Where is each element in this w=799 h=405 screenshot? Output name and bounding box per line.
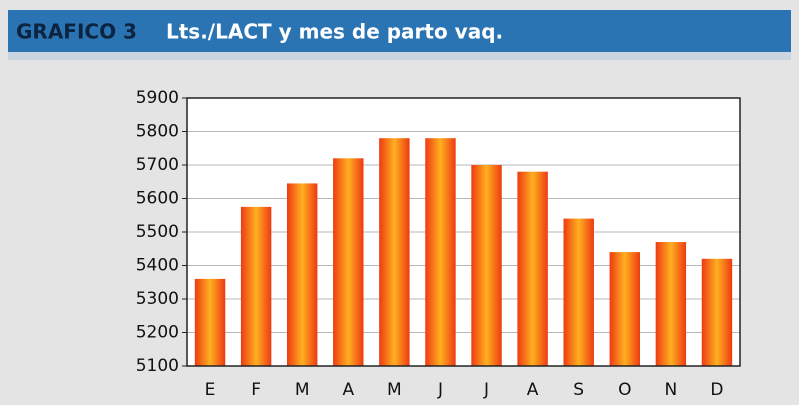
x-tick-label: N — [665, 380, 678, 400]
bar — [563, 218, 594, 366]
x-tick-label: F — [251, 380, 261, 400]
bar — [517, 171, 548, 366]
bar — [471, 165, 502, 366]
bar — [333, 158, 364, 366]
x-tick-label: M — [295, 380, 310, 400]
y-tick-label: 5500 — [136, 222, 179, 242]
y-tick-label: 5700 — [136, 155, 179, 175]
x-tick-label: J — [483, 380, 489, 400]
bar — [655, 242, 687, 366]
x-tick-label: A — [342, 380, 354, 400]
bar — [194, 278, 226, 366]
bar — [425, 138, 456, 366]
x-tick-label: J — [437, 380, 443, 400]
plot-border — [186, 97, 741, 367]
x-tick-label: O — [618, 380, 631, 400]
bar — [240, 206, 272, 366]
header-band — [8, 10, 791, 52]
bar — [379, 138, 410, 366]
x-tick-label: M — [387, 380, 402, 400]
bar — [609, 252, 640, 366]
x-tick-label: E — [205, 380, 216, 400]
y-tick-label: 5600 — [136, 189, 179, 209]
y-tick-label: 5900 — [136, 88, 179, 108]
y-tick-label: 5100 — [136, 356, 179, 376]
chart-subtitle: Lts./LACT y mes de parto vaq. — [166, 20, 503, 44]
bar — [287, 183, 318, 366]
y-tick-label: 5800 — [136, 122, 179, 142]
y-tick-label: 5300 — [136, 289, 179, 309]
x-tick-label: D — [710, 380, 723, 400]
y-tick-label: 5400 — [136, 256, 179, 276]
header-shadow — [8, 52, 791, 60]
chart-title: GRAFICO 3 — [16, 20, 137, 44]
bar — [701, 258, 733, 366]
x-tick-label: A — [527, 380, 539, 400]
y-tick-label: 5200 — [136, 323, 179, 343]
x-tick-label: S — [573, 380, 584, 400]
